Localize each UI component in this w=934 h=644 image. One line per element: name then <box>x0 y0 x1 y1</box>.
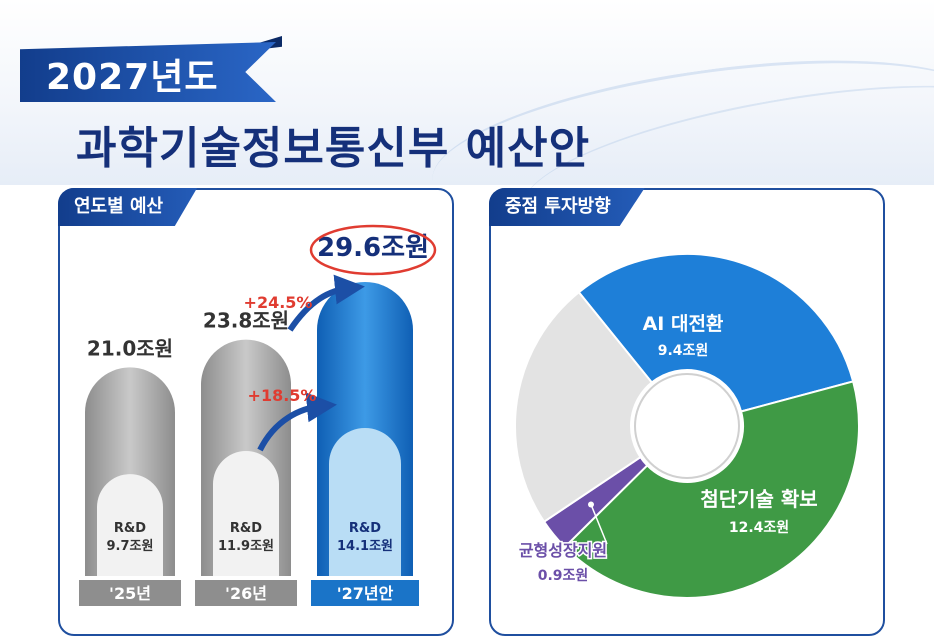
slice-value-label: 0.9조원 <box>538 568 589 584</box>
total-value-label: 21.0조원 <box>87 336 173 360</box>
donut-slice <box>514 290 654 524</box>
rd-bar <box>97 474 163 576</box>
yearly-budget-chart: R&D 9.7조원 '25년 21.0조원 R&D 11.9조원 '26년 23.8조원 R&D… <box>79 224 437 606</box>
yearly-budget-panel: 연도별 예산 R&D 9.7조원 '25년 21.0조원 R&D 11.9조원 '26년 23… <box>58 188 454 636</box>
rd-value-label: 9.7조원 <box>107 539 154 554</box>
slice-value-label: 12.4조원 <box>729 520 789 536</box>
leader-line <box>590 504 608 545</box>
donut-slice <box>563 380 860 599</box>
yearly-budget-tab: 연도별 예산 <box>58 188 198 226</box>
rd-label: R&D <box>349 521 381 536</box>
year-tick-label: '27년안 <box>337 584 394 603</box>
growth-annotation: +24.5% <box>244 293 313 312</box>
donut-slice <box>577 253 855 413</box>
growth-arrow <box>287 274 365 332</box>
year-label-bg <box>195 580 297 606</box>
donut-hole <box>634 373 740 479</box>
slice-label: 첨단기술 확보 <box>700 487 817 511</box>
growth-arrow <box>257 392 337 452</box>
rd-label: R&D <box>114 521 146 536</box>
year-label-bg <box>79 580 181 606</box>
leader-dot <box>587 501 594 508</box>
year-label: 2027년도 <box>46 57 219 98</box>
rd-label: R&D <box>230 521 262 536</box>
rd-value-label: 11.9조원 <box>218 539 274 554</box>
rd-value-label: 14.1조원 <box>337 539 393 554</box>
year-ribbon <box>20 42 276 102</box>
rd-bar <box>213 451 279 576</box>
slice-label: AI 대전환 <box>643 313 724 335</box>
highlight-circle <box>309 224 437 276</box>
year-tick-label: '25년 <box>109 584 151 603</box>
rd-bar <box>329 427 401 576</box>
year-tick-label: '26년 <box>225 584 267 603</box>
total-value-label: 29.6조원 <box>317 233 429 263</box>
year-label-bg <box>311 580 419 606</box>
slice-label: 균형성장지원 <box>519 541 607 560</box>
growth-annotation: +18.5% <box>248 386 317 405</box>
page-title: 과학기술정보통신부 예산안 <box>76 123 591 174</box>
slice-value-label: 9.4조원 <box>658 343 709 359</box>
investment-tab: 중점 투자방향 <box>489 188 645 226</box>
total-value-label: 23.8조원 <box>203 309 289 333</box>
